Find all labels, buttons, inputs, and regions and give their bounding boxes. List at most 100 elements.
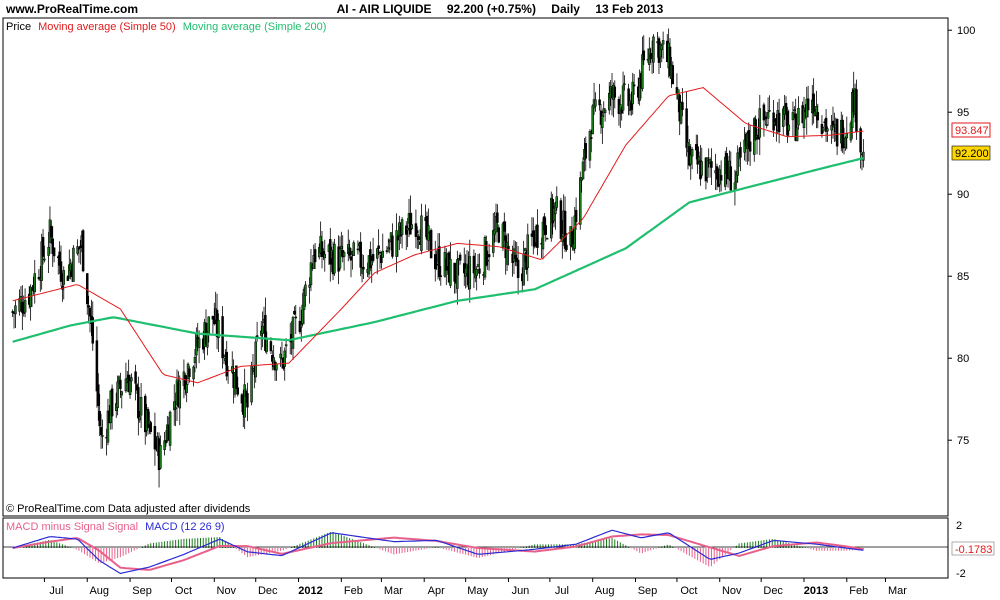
candle-body — [130, 377, 133, 382]
candle-body — [661, 40, 665, 45]
legend-ma50: Moving average (Simple 50) — [38, 21, 176, 33]
candle-body — [588, 131, 592, 161]
candle-body — [14, 305, 17, 315]
candle-body — [95, 340, 99, 392]
candle-body — [349, 256, 353, 261]
time-tick-label: Dec — [258, 585, 278, 597]
candle-body — [700, 161, 704, 176]
candle-body — [119, 379, 122, 390]
candle-body — [193, 357, 197, 364]
candle-body — [414, 223, 418, 237]
candle-body — [581, 161, 585, 180]
candle-body — [475, 268, 478, 276]
candle-body — [594, 99, 597, 107]
candle-body — [371, 254, 375, 261]
time-tick-label: Aug — [89, 585, 109, 597]
candle-body — [300, 324, 303, 328]
candle-body — [138, 416, 141, 421]
candle-body — [88, 307, 92, 317]
time-tick-label: Jul — [555, 585, 569, 597]
candle-body — [97, 384, 100, 407]
candle-body — [660, 45, 663, 51]
time-tick-label: Aug — [595, 585, 615, 597]
candle-body — [388, 240, 391, 243]
candle-body — [338, 248, 342, 269]
candle-body — [33, 273, 37, 293]
candle-body — [91, 317, 95, 344]
candle-body — [603, 109, 607, 113]
time-axis: Jul Aug Sep Oct Nov Dec 2012 Feb Mar Apr May Jun Jul… — [43, 578, 907, 597]
candle-body — [149, 422, 153, 433]
time-tick-label: Apr — [428, 585, 445, 597]
chart-title: AI - AIR LIQUIDE 92.200 (+0.75%) Daily 1… — [0, 2, 1000, 16]
candle-body — [41, 237, 45, 257]
price-tick-label: 80 — [957, 353, 969, 365]
price-tick-label: 95 — [957, 107, 969, 119]
legend-macd-hist: MACD minus Signal Signal — [6, 521, 138, 533]
candle-body — [246, 393, 249, 408]
instrument-name: AI - AIR LIQUIDE — [336, 2, 432, 16]
legend-macd: MACD (12 26 9) — [145, 521, 224, 533]
candle-body — [342, 252, 346, 257]
candle-body — [178, 380, 182, 409]
time-tick-label: Sep — [132, 585, 152, 597]
candle-body — [715, 166, 719, 180]
candle-body — [406, 228, 409, 231]
candle-body — [309, 262, 313, 286]
candle-body — [188, 368, 191, 377]
macd-value-box — [951, 541, 995, 556]
time-tick-label: Mar — [888, 585, 907, 597]
macd-value-label: -0.1783 — [955, 544, 992, 556]
candle-body — [106, 410, 110, 443]
candle-body — [748, 141, 752, 152]
candle-body — [376, 248, 379, 259]
candle-body — [377, 245, 380, 249]
candle-body — [438, 246, 441, 277]
candle-body — [254, 341, 257, 378]
candle-body — [222, 355, 226, 357]
candle-body — [706, 157, 709, 178]
candle-body — [279, 353, 282, 359]
candle-body — [652, 36, 655, 63]
candle-body — [50, 225, 53, 238]
candle-body — [855, 89, 858, 132]
candle-body — [62, 270, 66, 285]
candle-body — [777, 112, 781, 133]
candle-body — [565, 244, 568, 251]
legend-price: Price — [6, 21, 31, 33]
time-tick-label: Feb — [344, 585, 363, 597]
candle-body — [797, 107, 800, 126]
candle-body — [251, 368, 255, 370]
candle-body — [685, 108, 688, 148]
time-tick-label: Nov — [217, 585, 237, 597]
candle-body — [591, 105, 594, 135]
candle-body — [395, 230, 398, 257]
candle-body — [497, 227, 501, 243]
candle-body — [544, 225, 547, 235]
ma200-line — [12, 157, 864, 343]
time-tick-label: Jul — [49, 585, 63, 597]
candle-body — [573, 215, 576, 249]
candle-body — [387, 247, 390, 250]
candle-body — [174, 407, 177, 410]
candle-body — [844, 137, 847, 149]
time-tick-label: 2012 — [298, 585, 322, 597]
last-price-label: 92.200 — [955, 148, 989, 160]
candle-body — [765, 124, 768, 126]
candle-body — [294, 316, 298, 319]
candle-body — [340, 245, 343, 250]
candle-body — [739, 147, 742, 158]
candle-body — [579, 177, 582, 225]
candle-body — [766, 112, 770, 119]
candle-body — [541, 221, 545, 250]
candle-body — [185, 384, 188, 393]
candle-body — [21, 301, 24, 313]
candle-body — [120, 391, 124, 396]
candle-body — [574, 209, 578, 223]
candle-body — [313, 249, 317, 263]
candle-body — [134, 371, 137, 384]
candle-body — [269, 341, 273, 352]
candle-body — [835, 119, 839, 147]
candle-body — [613, 86, 617, 98]
